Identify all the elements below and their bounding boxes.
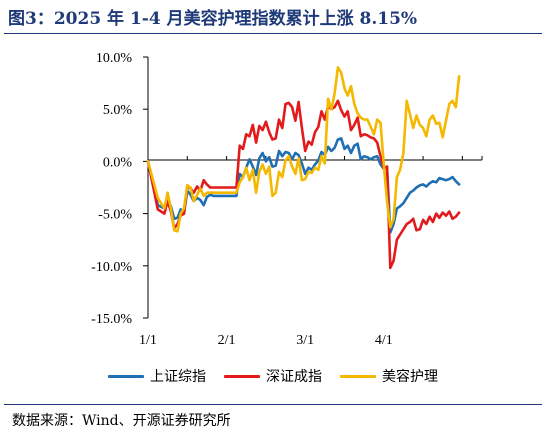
y-tick-label: 10.0% xyxy=(96,51,133,66)
y-tick-label: -10.0% xyxy=(91,260,132,275)
source-note: 数据来源：Wind、开源证券研究所 xyxy=(12,413,231,429)
source-divider xyxy=(4,404,542,405)
x-tick-label: 4/1 xyxy=(375,333,393,348)
x-tick-label: 3/1 xyxy=(296,333,314,348)
plot-area: 10.0% 5.0% 0.0% -5.0% -10.0% -15.0% 1/1 2/1 3/1 4… xyxy=(91,51,483,348)
y-tick-label: -15.0% xyxy=(91,312,132,327)
series-line xyxy=(146,66,461,233)
x-tick-label: 1/1 xyxy=(139,333,157,348)
series-line xyxy=(146,99,461,270)
legend-swatch xyxy=(224,374,260,378)
legend-item: 美容护理 xyxy=(340,366,438,386)
series-line xyxy=(146,137,461,234)
legend-label: 美容护理 xyxy=(382,369,438,385)
legend-item: 上证综指 xyxy=(108,366,206,386)
legend-label: 深证成指 xyxy=(266,369,322,385)
y-tick-label: 5.0% xyxy=(103,103,133,118)
legend-swatch xyxy=(340,374,376,378)
title-divider xyxy=(4,33,542,34)
legend: 上证综指 深证成指 美容护理 xyxy=(0,366,546,386)
y-tick-label: 0.0% xyxy=(103,155,133,170)
figure-title: 图3：2025 年 1-4 月美容护理指数累计上涨 8.15% xyxy=(8,9,418,29)
legend-item: 深证成指 xyxy=(224,366,322,386)
legend-label: 上证综指 xyxy=(150,369,206,385)
x-tick-label: 2/1 xyxy=(218,333,236,348)
legend-swatch xyxy=(108,374,144,378)
y-tick-label: -5.0% xyxy=(98,208,132,223)
